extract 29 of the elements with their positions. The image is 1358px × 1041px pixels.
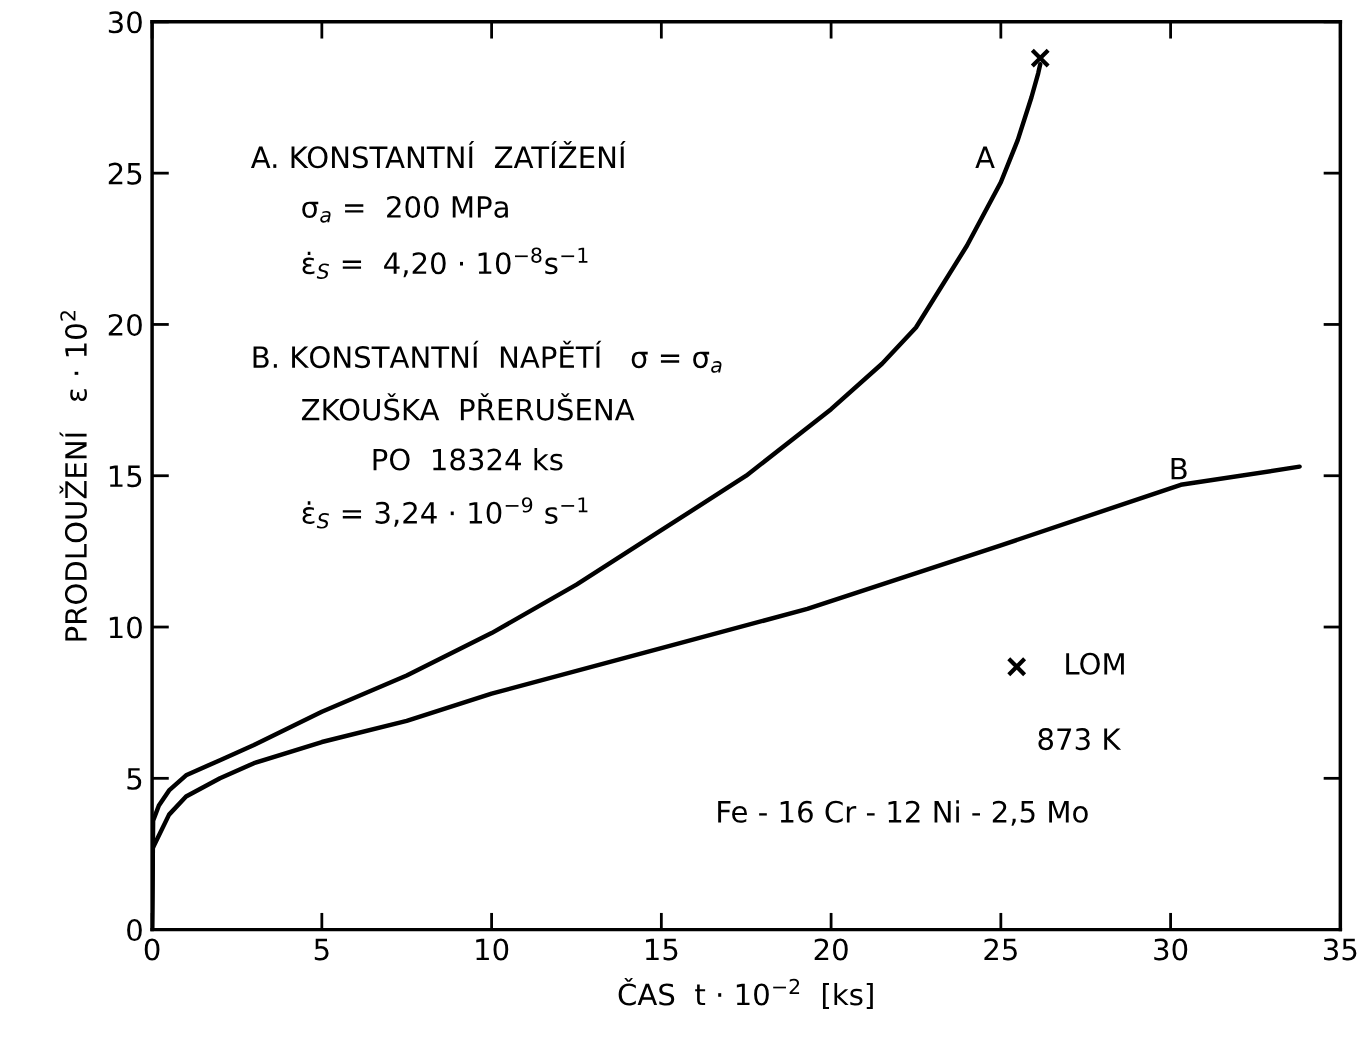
y-tick-label: 10: [109, 616, 142, 639]
annotation: Fe - 16 Cr - 12 Ni - 2,5 Mo: [718, 800, 1088, 826]
annotation: ε̇$_{S}$ = 4,20 · 10$^{−8}$s$^{−1}$: [302, 247, 588, 279]
x-tick-label: 10: [476, 938, 509, 961]
x-tick-label: 5: [314, 938, 329, 961]
annotation: B. KONSTANTNÍ NAPĚTÍ σ = σ$_{a}$: [253, 340, 722, 373]
x-tick-label: 25: [984, 938, 1017, 961]
legend-label: LOM: [1066, 652, 1124, 675]
x-tick-label: 15: [645, 938, 678, 961]
x-tick-label: 0: [144, 938, 160, 961]
x-tick-label: 35: [1324, 938, 1357, 961]
annotation: PO 18324 ks: [373, 448, 563, 471]
annotation: ε̇$_{S}$ = 3,24 · 10$^{−9}$ s$^{−1}$: [302, 497, 588, 529]
annotation: ZKOUŠKA PŘERUŠENA: [301, 393, 635, 421]
annotation: B: [1171, 457, 1187, 480]
y-tick-label: 25: [108, 162, 142, 185]
y-tick-label: 30: [108, 11, 142, 34]
annotation: A. KONSTANTNÍ ZATÍŽENÍ: [250, 140, 626, 169]
y-tick-label: 0: [127, 919, 142, 942]
y-tick-label: 20: [108, 313, 142, 336]
annotation: σ$_{a}$ = 200 MPa: [302, 195, 508, 223]
annotation: A: [975, 146, 995, 168]
y-axis-title: PRODLOUŽENÍ ε · 10$^{2}$: [59, 311, 87, 641]
x-axis-title: ČAS t · 10$^{−2}$ [ks]: [618, 978, 873, 1009]
y-tick-label: 15: [109, 465, 142, 488]
x-tick-label: 30: [1154, 938, 1188, 961]
x-tick-label: 20: [814, 938, 848, 961]
y-tick-label: 5: [127, 768, 142, 790]
annotation: 873 K: [1038, 728, 1122, 751]
